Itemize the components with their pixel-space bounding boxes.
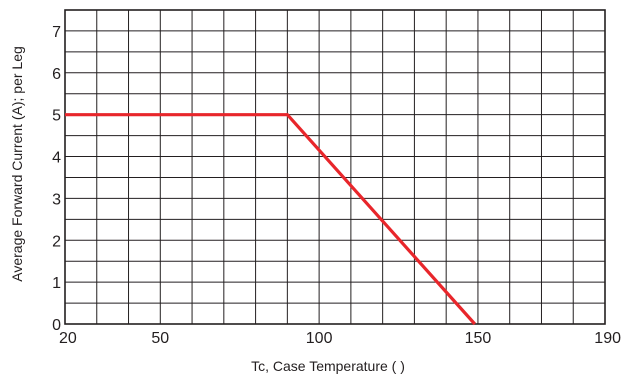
x-tick-labels: 20 50 100 150 190 bbox=[59, 330, 621, 347]
series-line bbox=[65, 113, 476, 326]
y-tick-label: 1 bbox=[52, 275, 61, 292]
x-axis-label: Tc, Case Temperature ( ) bbox=[251, 358, 405, 374]
plot-frame bbox=[64, 9, 606, 325]
y-tick-label: 0 bbox=[52, 317, 61, 334]
y-axis-label: Average Forward Current (A); per Leg bbox=[9, 46, 25, 282]
chart-grid bbox=[65, 10, 605, 324]
y-tick-label: 2 bbox=[52, 233, 61, 250]
y-tick-label: 4 bbox=[52, 150, 61, 167]
x-tick-label: 100 bbox=[306, 330, 333, 347]
y-tick-labels: 0 1 2 3 4 5 6 7 bbox=[52, 24, 61, 334]
y-tick-label: 7 bbox=[52, 24, 61, 41]
x-tick-label: 190 bbox=[594, 330, 621, 347]
x-tick-label: 50 bbox=[151, 330, 169, 347]
y-tick-label: 3 bbox=[52, 191, 61, 208]
series-layer bbox=[65, 113, 476, 326]
y-tick-label: 6 bbox=[52, 66, 61, 83]
x-tick-label: 150 bbox=[465, 330, 492, 347]
y-tick-label: 5 bbox=[52, 108, 61, 125]
x-tick-label: 20 bbox=[59, 330, 77, 347]
